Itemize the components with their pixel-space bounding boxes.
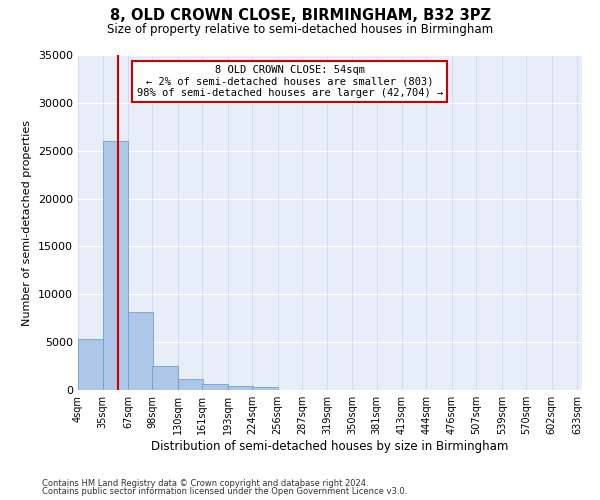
Text: Contains HM Land Registry data © Crown copyright and database right 2024.: Contains HM Land Registry data © Crown c… xyxy=(42,478,368,488)
Bar xyxy=(178,380,203,390)
Bar xyxy=(152,366,178,390)
Bar xyxy=(78,340,103,390)
Bar xyxy=(128,312,153,390)
Text: 8 OLD CROWN CLOSE: 54sqm
← 2% of semi-detached houses are smaller (803)
98% of s: 8 OLD CROWN CLOSE: 54sqm ← 2% of semi-de… xyxy=(137,65,443,98)
Y-axis label: Number of semi-detached properties: Number of semi-detached properties xyxy=(22,120,32,326)
Text: Size of property relative to semi-detached houses in Birmingham: Size of property relative to semi-detach… xyxy=(107,22,493,36)
Text: Contains public sector information licensed under the Open Government Licence v3: Contains public sector information licen… xyxy=(42,487,407,496)
Bar xyxy=(103,141,128,390)
X-axis label: Distribution of semi-detached houses by size in Birmingham: Distribution of semi-detached houses by … xyxy=(151,440,509,453)
Bar xyxy=(202,384,227,390)
Text: 8, OLD CROWN CLOSE, BIRMINGHAM, B32 3PZ: 8, OLD CROWN CLOSE, BIRMINGHAM, B32 3PZ xyxy=(110,8,491,22)
Bar xyxy=(227,386,253,390)
Bar xyxy=(252,386,278,390)
